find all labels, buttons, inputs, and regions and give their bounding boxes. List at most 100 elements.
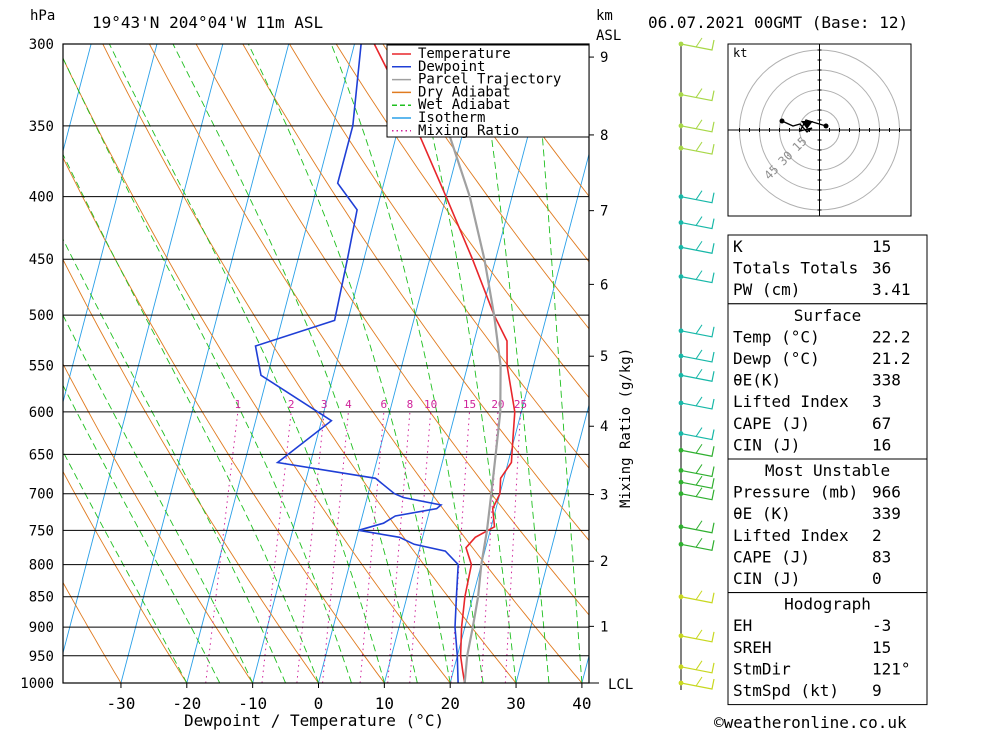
- wind-barb-dot: [678, 400, 684, 406]
- mixing-ratio-line: [387, 411, 411, 683]
- legend-label: Wet Adiabat: [418, 97, 511, 113]
- wind-barb-dot: [678, 468, 684, 473]
- index-label: CAPE (J): [733, 547, 810, 566]
- mixing-ratio-labels: 1 2 3 4 6 8 10 15 20 25: [235, 398, 528, 411]
- mixing-ratio-line: [504, 411, 522, 683]
- wet-adiabat-line: [63, 153, 319, 683]
- mixing-ratio-line: [409, 411, 432, 683]
- datetime-title: 06.07.2021 00GMT (Base: 12): [648, 13, 908, 32]
- wind-barb-flag: [695, 119, 703, 130]
- dry-adiabat-line: [335, 44, 589, 399]
- mixing-ratio-line: [322, 411, 349, 683]
- wind-barb-dot: [678, 194, 684, 200]
- pressure-tick-label: 700: [29, 487, 54, 503]
- lcl-label: LCL: [608, 677, 633, 693]
- legend-label: Parcel Trajectory: [418, 72, 561, 88]
- wind-barb-dot: [678, 524, 684, 530]
- wind-barb-flag: [695, 368, 703, 379]
- mixing-ratio-label: 4: [345, 398, 352, 411]
- wind-barb-flag: [695, 324, 703, 335]
- wind-barb-flag: [695, 464, 703, 474]
- legend-label: Dewpoint: [418, 59, 485, 75]
- wind-barb: [680, 478, 715, 489]
- wind-barb-dot: [678, 123, 684, 129]
- wind-barb-dot: [678, 353, 684, 359]
- index-label: Lifted Index: [733, 526, 849, 545]
- pressure-tick-label: 750: [29, 523, 54, 539]
- height-tick-label: 7: [600, 204, 608, 220]
- index-value: 15: [872, 638, 891, 657]
- wet-adiabat-line: [108, 44, 385, 683]
- wind-barb-flag: [695, 676, 703, 687]
- mixing-ratio-label: 6: [381, 398, 388, 411]
- wind-barb: [680, 351, 715, 363]
- index-value: 0: [872, 569, 882, 588]
- dry-adiabat-line: [63, 581, 122, 683]
- legend-label: Isotherm: [418, 110, 485, 126]
- wind-barb: [680, 446, 715, 457]
- index-label: θE (K): [733, 504, 791, 523]
- index-box: [727, 458, 928, 594]
- wind-barb-flag: [695, 37, 703, 48]
- hodograph-point: [779, 118, 785, 124]
- wind-barb: [680, 39, 715, 51]
- height-tick-label: 8: [600, 128, 608, 144]
- pressure-tick-label: 550: [29, 359, 54, 375]
- wind-barb-dot: [678, 220, 684, 225]
- wind-barb-flag: [695, 141, 703, 152]
- index-value: 22.2: [872, 327, 911, 346]
- pressure-tick-label: 950: [29, 649, 54, 665]
- height-tick-label: 1: [600, 619, 608, 635]
- wind-barb-flag: [695, 660, 703, 671]
- index-value: 121°: [872, 659, 911, 678]
- wind-barb-flag: [695, 590, 703, 601]
- wind-barb-dot: [678, 447, 684, 453]
- wind-barb-flag: [695, 88, 703, 98]
- isotherm-line: [63, 44, 158, 404]
- wet-adiabat-line: [477, 44, 550, 683]
- mixing-ratio-line: [359, 411, 385, 683]
- wind-barb-dot: [678, 664, 684, 670]
- index-label: K: [733, 237, 743, 256]
- wind-barb: [680, 398, 715, 410]
- index-label: Lifted Index: [733, 392, 849, 411]
- wind-barb: [680, 326, 715, 338]
- x-axis-label: Dewpoint / Temperature (°C): [184, 711, 444, 730]
- wind-barb: [680, 272, 715, 284]
- wind-barb-flag: [695, 240, 703, 251]
- mixing-ratio-label: 20: [491, 398, 504, 411]
- index-value: 67: [872, 414, 891, 433]
- wind-barb-dot: [678, 633, 684, 639]
- isotherm-line: [252, 44, 421, 683]
- wet-adiabat-line: [534, 44, 583, 683]
- wind-barb-flag: [695, 443, 703, 454]
- pressure-tick-label: 300: [29, 37, 54, 53]
- index-label: EH: [733, 616, 752, 635]
- height-tick-label: 4: [600, 419, 608, 435]
- mixing-ratio-label: 1: [235, 398, 242, 411]
- mixing-ratio-axis-label: Mixing Ratio (g/kg): [618, 348, 634, 508]
- index-value: 16: [872, 435, 891, 454]
- isotherm-line: [0, 44, 25, 683]
- temperature-axis-labels: -30 -20 -10 0 10 20 30 40: [106, 694, 591, 713]
- x-tick-label: 40: [572, 694, 591, 713]
- wind-barb-flag: [695, 427, 703, 437]
- height-tick-label: 2: [600, 554, 608, 570]
- index-value: -3: [872, 616, 891, 635]
- index-value: 3.41: [872, 280, 911, 299]
- wind-barb-flag: [695, 349, 703, 360]
- wet-adiabat-line: [63, 57, 352, 683]
- index-value: 966: [872, 483, 901, 502]
- pressure-tick-label: 650: [29, 447, 54, 463]
- height-axis-labels: 1 2 3 4 5 6 7 8 9: [600, 50, 608, 635]
- x-tick-label: -30: [106, 694, 135, 713]
- index-label: Pressure (mb): [733, 483, 858, 502]
- wind-barb: [680, 662, 715, 674]
- index-value: 36: [872, 259, 891, 278]
- mixing-ratio-label: 25: [514, 398, 527, 411]
- wind-barb-flag: [695, 520, 703, 531]
- wind-barb-flag: [695, 396, 703, 407]
- wind-barb-dot: [678, 41, 684, 47]
- wind-barb-flag: [695, 629, 703, 640]
